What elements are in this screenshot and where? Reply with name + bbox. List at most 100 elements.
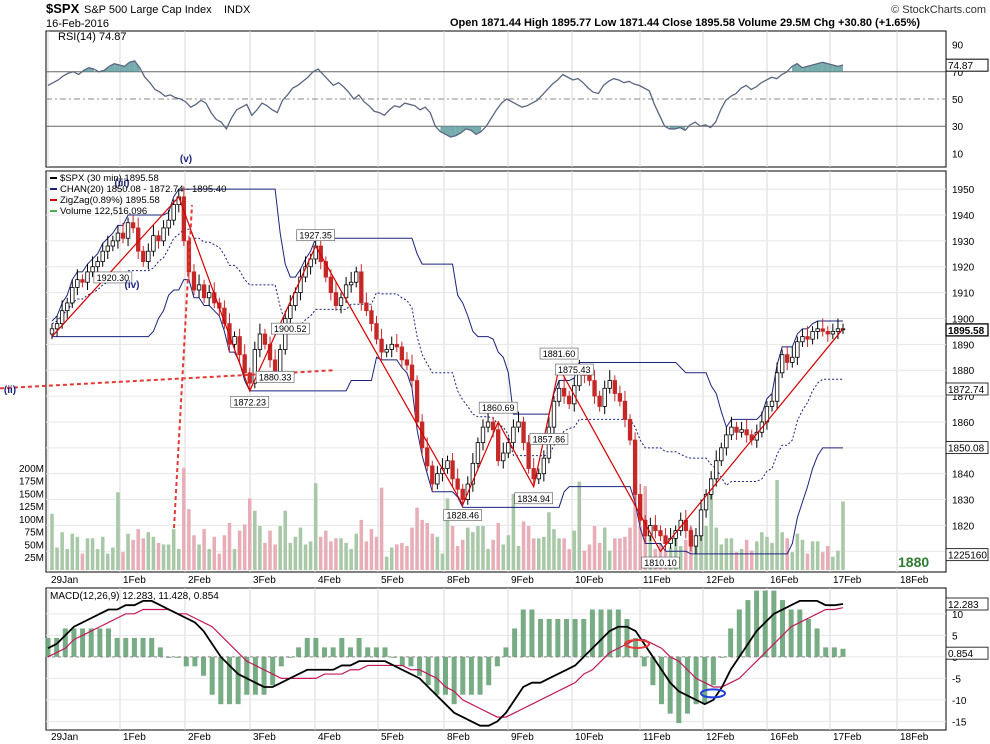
x-tick-label: 11Feb [643,732,671,743]
macd-histogram-bar [373,647,379,657]
volume-bar [765,536,769,570]
volume-bar [70,533,75,570]
x-tick-label: 5Feb [381,732,404,743]
candle-body [394,343,399,348]
candle-body [75,279,80,288]
volume-bar [161,544,166,570]
x-tick-label: 2Feb [188,732,211,743]
volume-bar [709,490,713,570]
macd-histogram-bar [650,656,656,686]
x-tick-label: 16Feb [770,732,799,743]
candle-body [835,328,841,332]
candle-body [678,519,683,532]
rsi-oversold-fill [450,126,456,138]
high-low-label: 1875.43 [558,365,591,375]
macd-cross-highlight-red [624,638,650,649]
macd-histogram-bar [434,656,440,695]
volume-bar [531,538,536,570]
price-tick-label: 1820 [952,521,975,532]
candle-body [201,284,207,299]
x-tick-label: 18Feb [900,575,929,586]
volume-bar [283,510,288,570]
volume-bar [420,519,424,570]
volume-bar [805,553,810,570]
macd-histogram-bar [114,637,120,657]
volume-bar [146,532,151,570]
volume-bar [156,542,161,570]
volume-bar [734,552,739,570]
volume-bar [395,544,399,570]
chart-symbol: $SPX [46,1,80,16]
candle-body [247,372,252,384]
macd-histogram-bar [676,656,682,724]
candle-body [693,535,699,547]
volume-bar [567,549,571,570]
x-tick-label: 5Feb [381,575,404,586]
candle-body [724,434,729,449]
volume-bar [85,538,90,570]
candle-body [790,356,795,363]
macd-histogram-bar [468,656,474,695]
candle-body [460,488,465,500]
volume-tick-label: 50M [25,540,44,551]
candle-body [125,222,131,239]
price-tick-label: 1830 [952,496,975,507]
volume-bar [237,530,242,570]
candle-body [323,261,328,278]
price-tick-label: 1940 [952,211,975,222]
axis-value-box [945,382,989,396]
candle-body [825,330,830,335]
volume-bar [820,552,825,570]
x-tick-label: 10Feb [575,575,604,586]
volume-tick-label: 75M [25,528,44,539]
candle-body [435,473,440,485]
volume-bar [607,550,612,570]
volume-bar [471,532,475,570]
macd-histogram-bar [71,628,77,657]
volume-bar [182,467,186,570]
candle-body [450,460,455,480]
candle-body [232,336,237,345]
volume-bar [516,545,521,570]
macd-tick-label: -10 [952,696,967,707]
macd-histogram-bar [840,648,846,657]
candle-body [490,421,496,431]
candle-body [739,429,744,433]
price-tick-label: 1880 [952,366,975,377]
candle-body [556,387,562,402]
rsi-oversold-fill [470,126,477,135]
macd-histogram-bar [382,647,388,657]
volume-bar [552,529,556,570]
macd-histogram-bar [477,656,483,695]
volume-bar [273,544,277,570]
candle-body [54,323,60,330]
x-tick-label: 3Feb [253,732,276,743]
candle-body [267,343,273,361]
volume-bar [445,498,450,570]
volume-bar [618,538,622,570]
volume-bar [176,549,181,570]
candle-body [531,468,536,480]
macd-histogram-bar [62,628,68,657]
macd-tick-label: -5 [952,674,961,685]
volume-bar [349,549,353,570]
x-tick-label: 9Feb [511,732,534,743]
candle-body [242,354,247,374]
volume-bar [258,526,262,570]
candle-body [354,271,359,283]
candle-body [207,292,212,299]
volume-bar [116,492,120,570]
candle-body [414,380,420,423]
candle-body [602,387,607,407]
high-low-label: 1810.10 [644,558,677,568]
volume-tick-label: 25M [25,553,44,564]
volume-bar [841,501,845,570]
macd-tick-label: -15 [952,717,967,728]
macd-histogram-bar [226,656,232,705]
candle-body [617,393,623,402]
volume-bar [379,487,384,570]
volume-bar [354,533,359,570]
macd-histogram-bar [823,647,829,657]
macd-histogram-bar [563,618,569,657]
volume-bar [562,538,566,570]
